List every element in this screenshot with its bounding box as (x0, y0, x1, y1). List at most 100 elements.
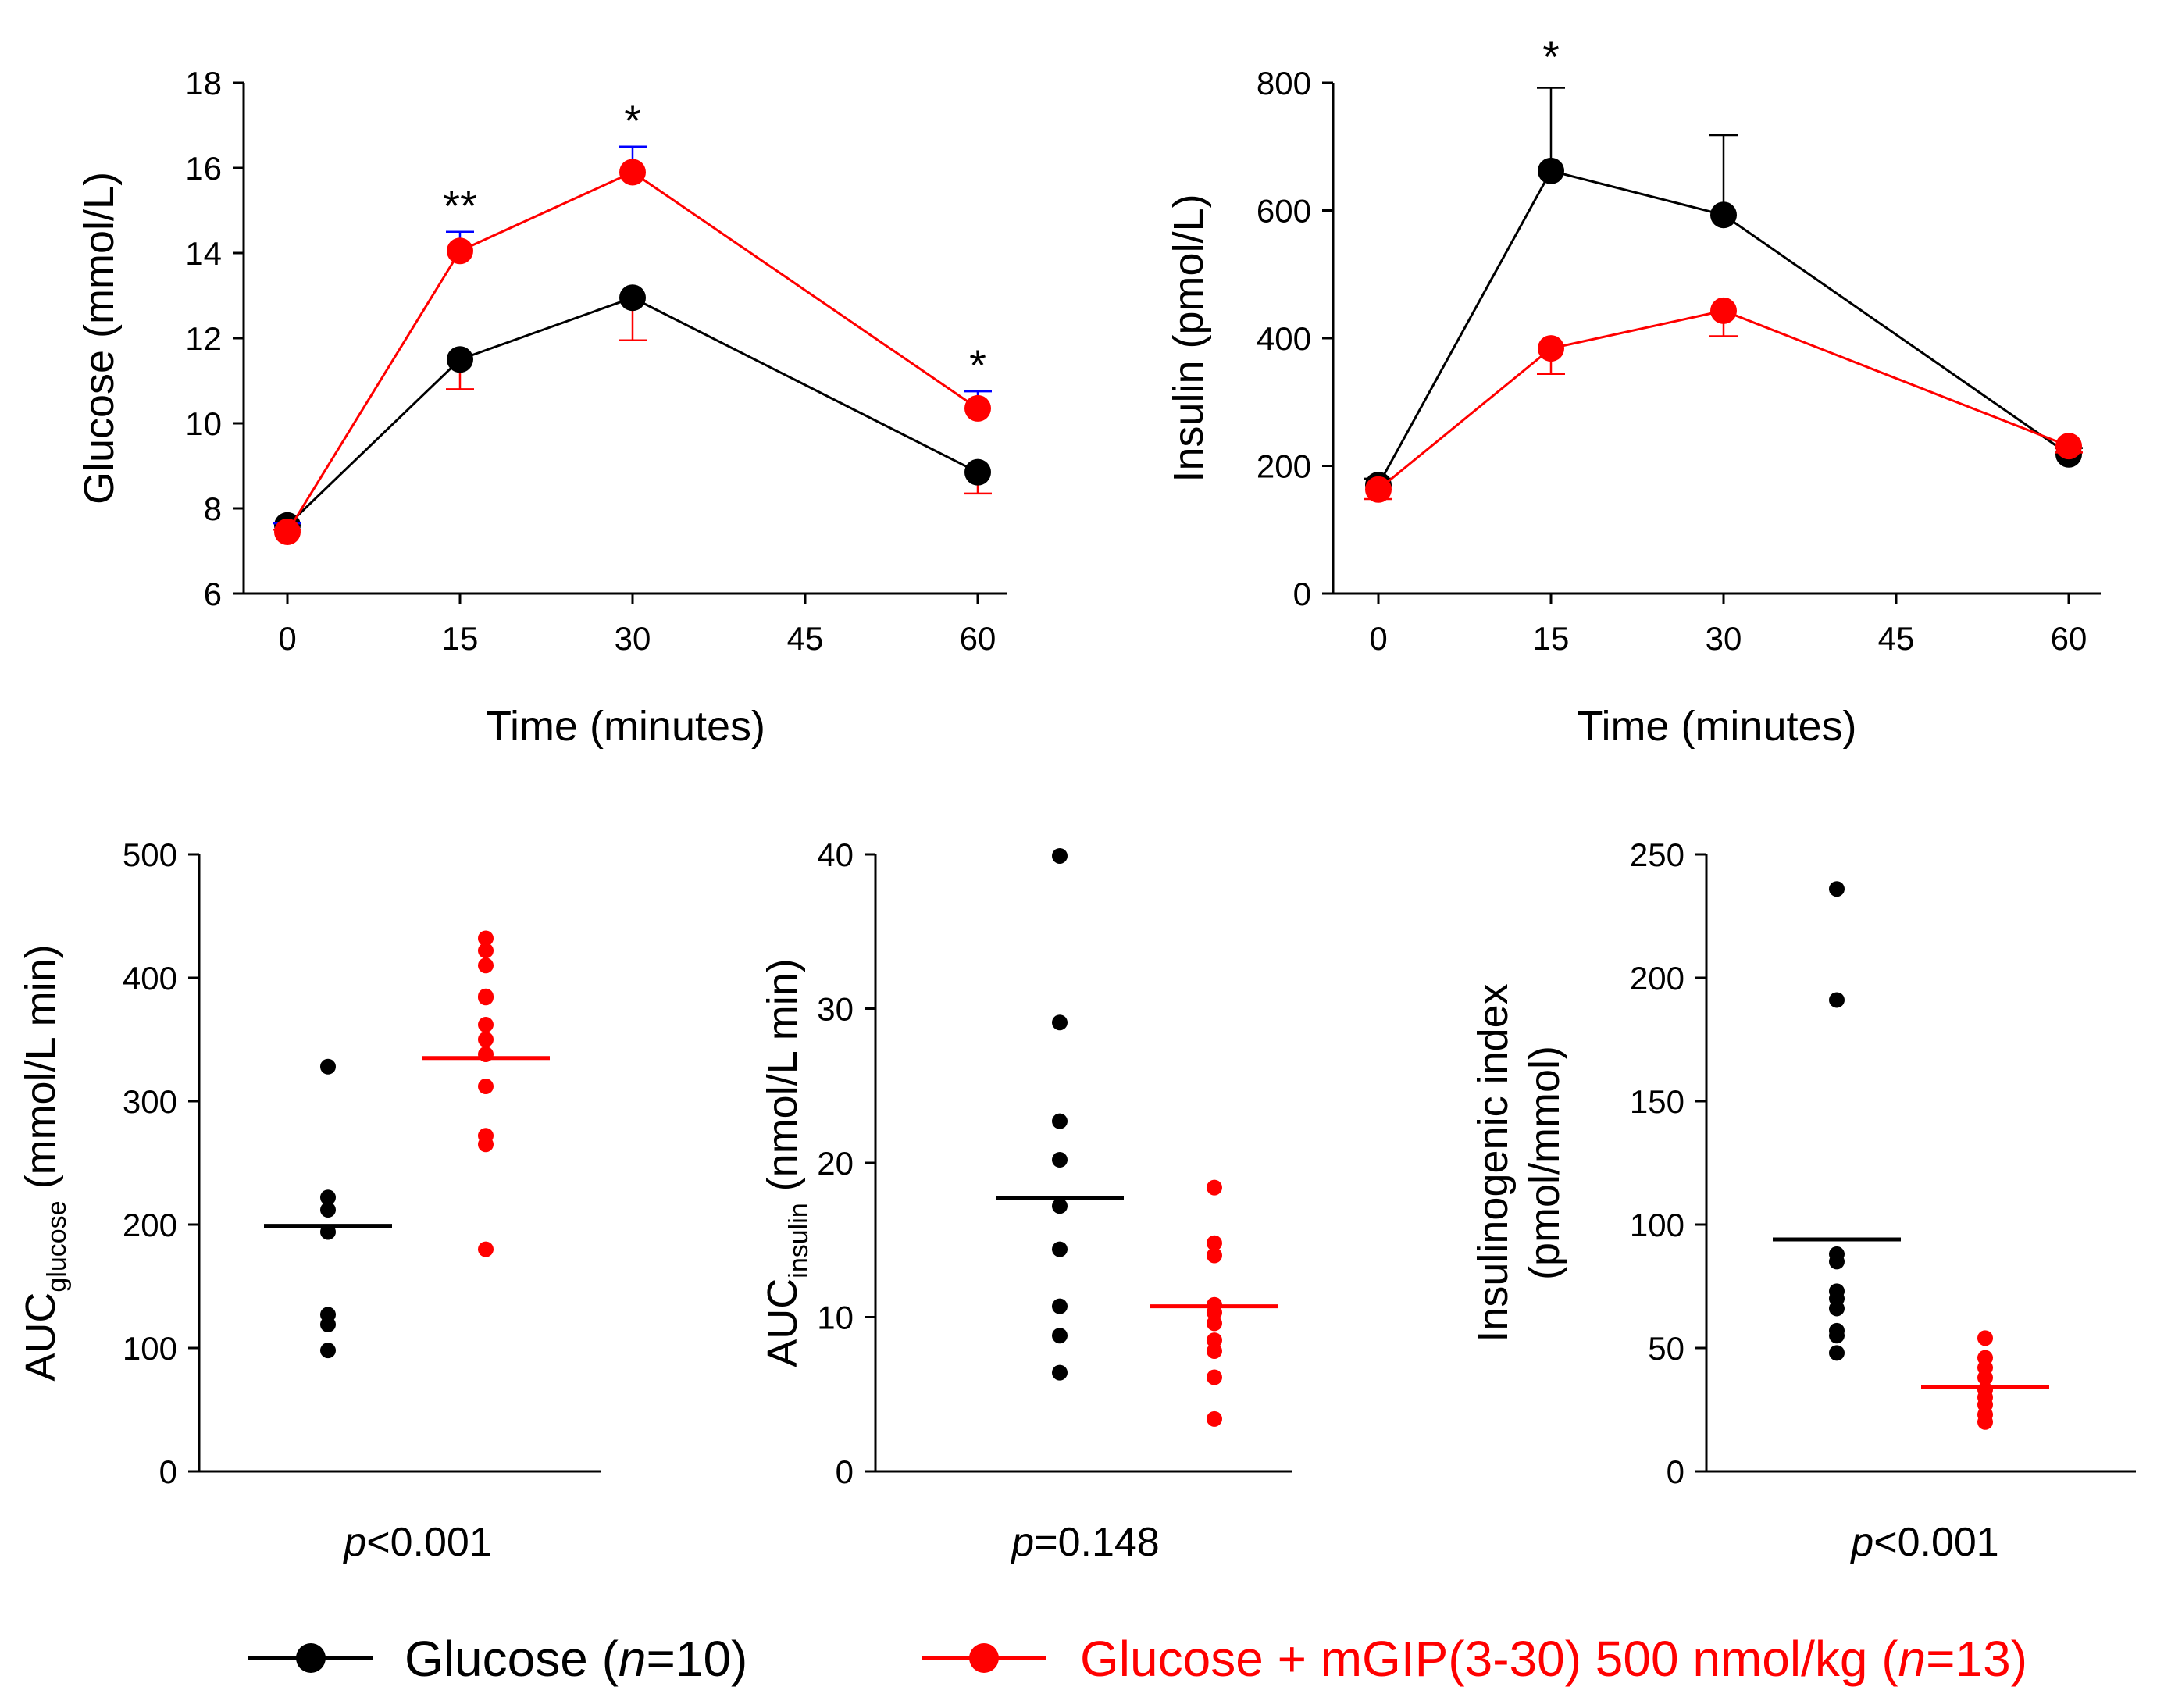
data-point-black (1829, 1328, 1845, 1344)
data-point-red (619, 159, 646, 186)
y-tick-label: 800 (1257, 65, 1311, 102)
data-point-black (1829, 881, 1845, 897)
data-point-black (320, 1343, 336, 1359)
y-axis-title-subscript: glucose (42, 1200, 72, 1292)
data-point-red (1207, 1315, 1222, 1332)
y-tick-label: 14 (185, 235, 222, 272)
significance-marker: * (1542, 32, 1560, 81)
data-point-red (478, 930, 494, 947)
data-point-black (1052, 847, 1068, 864)
data-point-red (478, 1046, 494, 1062)
data-point-red (1365, 476, 1392, 503)
data-point-black (1052, 1328, 1068, 1344)
y-tick-label: 200 (1630, 960, 1684, 997)
data-point-red (274, 518, 301, 545)
y-tick-label: 8 (204, 490, 222, 527)
y-axis-title-main: AUC (759, 1278, 806, 1367)
data-point-red (1207, 1235, 1222, 1251)
x-tick-label: 0 (278, 620, 296, 657)
legend-gip-post: =13) (1926, 1631, 2027, 1687)
data-point-red (447, 237, 473, 265)
data-point-black (1829, 1345, 1845, 1361)
data-point-red (1977, 1369, 1993, 1385)
y-tick-label: 250 (1630, 836, 1684, 873)
data-point-black (1052, 1113, 1068, 1129)
data-point-black (1052, 1198, 1068, 1214)
y-tick-label: 0 (159, 1453, 177, 1490)
y-tick-label: 20 (817, 1145, 854, 1182)
data-point-black (320, 1202, 336, 1218)
data-point-red (478, 1032, 494, 1047)
p-value: p<0.001 (1849, 1520, 1998, 1565)
data-point-black (1052, 1364, 1068, 1381)
y-axis-title: Insulin (pmol/L) (1165, 194, 1212, 482)
data-point-red (478, 1136, 494, 1153)
panel-insulinogenic-index: 0 50 100 150 200 250 Insulinogenic index (pmol/… (1470, 836, 2136, 1565)
data-point-red (1977, 1414, 1993, 1430)
data-point-black (320, 1189, 336, 1206)
data-point-red (1710, 297, 1737, 324)
y-axis-title: AUCglucose (mmol/L min) (17, 944, 72, 1381)
y-tick-label: 0 (1293, 576, 1311, 612)
data-point-black (1052, 1152, 1068, 1168)
y-axis-title: Glucose (mmol/L) (76, 172, 123, 505)
x-tick-label: 15 (442, 620, 479, 657)
data-point-black (1829, 992, 1845, 1008)
data-point-black (447, 346, 473, 373)
data-point-red (478, 943, 494, 959)
data-point-black (1052, 1298, 1068, 1314)
x-tick-label: 60 (960, 620, 996, 657)
legend-item-gip: Glucose + mGIP(3-30) 500 nmol/kg (n=13) (922, 1631, 2027, 1687)
p-value-number: =0.148 (1034, 1520, 1160, 1565)
data-point-red (1207, 1179, 1222, 1196)
y-tick-label: 30 (817, 991, 854, 1028)
significance-marker: * (624, 96, 641, 145)
y-tick-label: 600 (1257, 193, 1311, 230)
y-tick-label: 150 (1630, 1083, 1684, 1120)
y-tick-label: 0 (1667, 1453, 1684, 1490)
legend-glucose-post: =10) (646, 1631, 747, 1687)
data-point-red (1207, 1304, 1222, 1321)
x-tick-label: 30 (615, 620, 651, 657)
x-axis-title: Time (minutes) (486, 703, 765, 750)
y-tick-label: 300 (123, 1083, 177, 1120)
legend-label-glucose: Glucose (n=10) (405, 1631, 747, 1687)
data-point-red (478, 989, 494, 1006)
series-line-red (286, 170, 979, 533)
legend-glucose-n: n (619, 1631, 647, 1687)
y-axis-title-subscript: insulin (784, 1203, 814, 1278)
y-tick-label: 40 (817, 836, 854, 873)
y-tick-label: 12 (185, 320, 222, 357)
y-axis-title-line2: (pmol/mmol) (1521, 1046, 1568, 1280)
data-point-black (964, 458, 991, 486)
y-tick-label: 10 (185, 405, 222, 442)
y-axis-title-rest: (nmol/L min) (759, 958, 806, 1203)
series-line-black (286, 296, 979, 526)
data-point-red (1207, 1410, 1222, 1427)
x-axis-title: Time (minutes) (1577, 703, 1856, 750)
y-tick-label: 400 (1257, 320, 1311, 357)
series-line-black (1377, 169, 2070, 486)
legend-glucose-pre: Glucose ( (405, 1631, 619, 1687)
data-point-black (320, 1058, 336, 1075)
data-point-red (478, 1241, 494, 1257)
panel-auc-glucose: 0 100 200 300 400 500 AUCglucose (mmol/L min) p… (17, 836, 601, 1565)
p-value-symbol: p (342, 1520, 366, 1565)
y-tick-label: 100 (1630, 1207, 1684, 1243)
y-tick-label: 400 (123, 960, 177, 997)
x-tick-label: 0 (1369, 620, 1387, 657)
data-point-black (320, 1316, 336, 1332)
data-point-red (478, 957, 494, 974)
legend-marker-gip (969, 1643, 999, 1673)
y-tick-label: 0 (836, 1453, 854, 1490)
data-point-red (1977, 1330, 1993, 1346)
data-point-red (2055, 433, 2082, 460)
legend-gip-n: n (1898, 1631, 1927, 1687)
data-point-red (478, 1017, 494, 1033)
y-axis-title-line1: Insulinogenic index (1470, 983, 1517, 1342)
data-point-black (1829, 1300, 1845, 1317)
x-tick-label: 30 (1706, 620, 1742, 657)
y-axis-title-rest: (mmol/L min) (17, 944, 64, 1200)
data-point-red (1207, 1247, 1222, 1264)
